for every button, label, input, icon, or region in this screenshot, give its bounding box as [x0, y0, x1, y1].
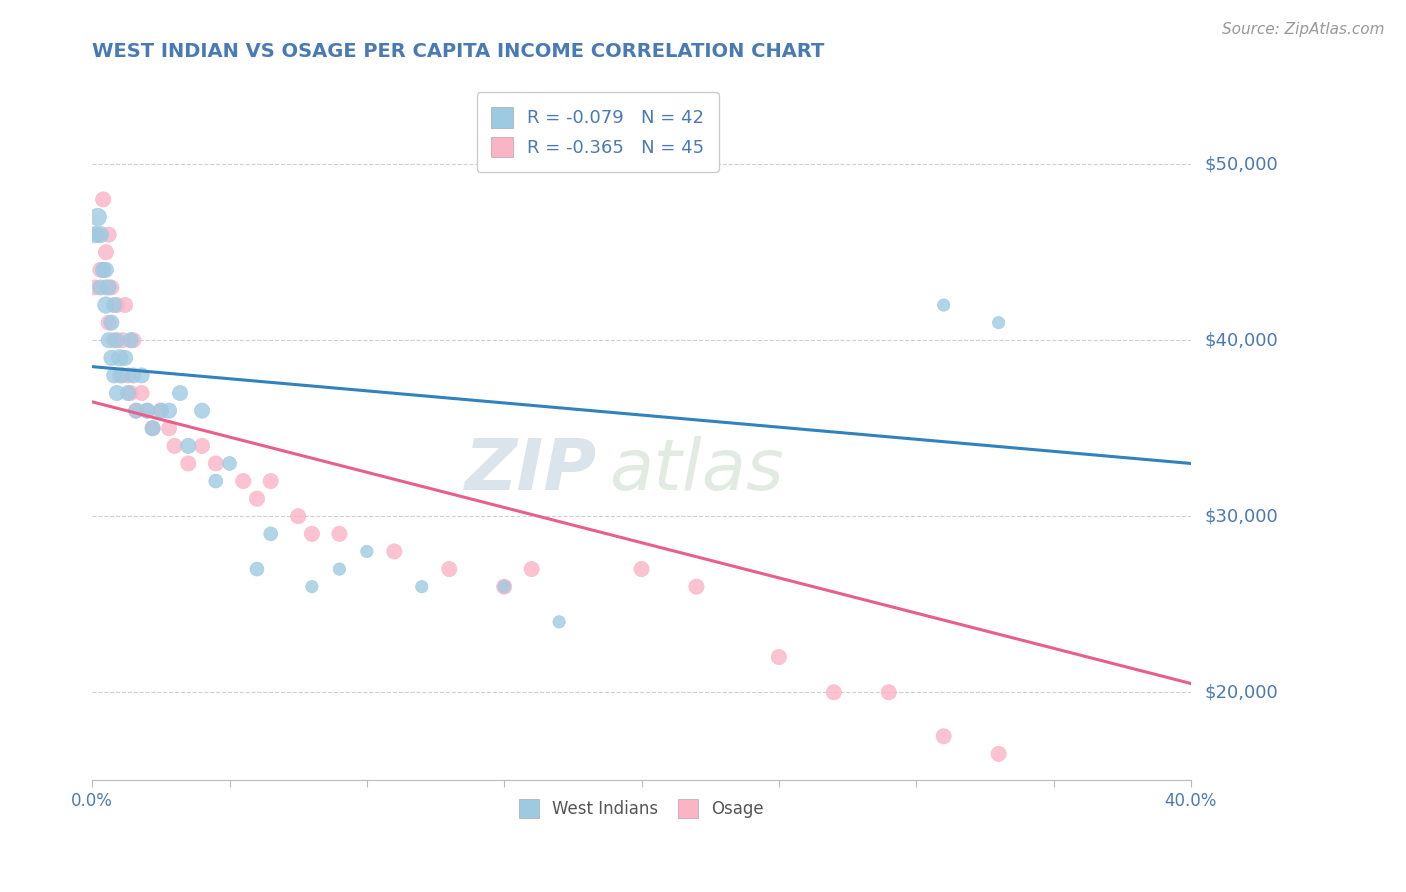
Text: ZIP: ZIP: [465, 436, 598, 505]
Point: [105, 333, 128, 347]
Point: [204, 474, 226, 488]
Point: [89, 263, 111, 277]
Point: [177, 457, 200, 471]
Point: [177, 439, 200, 453]
Point: [157, 403, 180, 417]
Point: [768, 650, 790, 665]
Point: [142, 421, 165, 435]
Point: [328, 562, 350, 576]
Point: [157, 421, 180, 435]
Point: [100, 280, 122, 294]
Point: [122, 368, 145, 383]
Point: [232, 474, 254, 488]
Point: [122, 333, 145, 347]
Point: [114, 298, 136, 312]
Point: [111, 368, 134, 383]
Text: $40,000: $40,000: [1205, 331, 1278, 350]
Text: $20,000: $20,000: [1205, 683, 1278, 701]
Point: [89, 227, 111, 242]
Point: [103, 333, 125, 347]
Point: [117, 386, 139, 401]
Point: [97, 280, 120, 294]
Point: [94, 298, 117, 312]
Point: [301, 580, 323, 594]
Point: [163, 439, 186, 453]
Point: [287, 509, 309, 524]
Point: [108, 351, 131, 365]
Text: $30,000: $30,000: [1205, 508, 1278, 525]
Point: [149, 403, 172, 417]
Point: [932, 298, 955, 312]
Point: [100, 351, 122, 365]
Point: [149, 403, 172, 417]
Text: WEST INDIAN VS OSAGE PER CAPITA INCOME CORRELATION CHART: WEST INDIAN VS OSAGE PER CAPITA INCOME C…: [93, 42, 824, 61]
Point: [494, 580, 516, 594]
Legend: West Indians, Osage: West Indians, Osage: [512, 792, 770, 825]
Point: [142, 421, 165, 435]
Point: [84, 227, 107, 242]
Point: [120, 386, 142, 401]
Point: [877, 685, 900, 699]
Point: [987, 747, 1010, 761]
Point: [103, 298, 125, 312]
Point: [108, 368, 131, 383]
Point: [191, 439, 214, 453]
Point: [114, 351, 136, 365]
Point: [520, 562, 543, 576]
Point: [494, 580, 516, 594]
Point: [932, 729, 955, 743]
Point: [218, 457, 240, 471]
Point: [987, 316, 1010, 330]
Point: [439, 562, 461, 576]
Point: [97, 333, 120, 347]
Point: [125, 403, 148, 417]
Point: [103, 368, 125, 383]
Point: [260, 527, 283, 541]
Point: [246, 562, 269, 576]
Point: [136, 403, 159, 417]
Point: [91, 263, 114, 277]
Point: [89, 280, 111, 294]
Point: [91, 263, 114, 277]
Point: [97, 227, 120, 242]
Point: [100, 316, 122, 330]
Point: [328, 527, 350, 541]
Point: [411, 580, 433, 594]
Point: [125, 403, 148, 417]
Point: [823, 685, 845, 699]
Point: [191, 403, 214, 417]
Point: [117, 368, 139, 383]
Point: [86, 227, 108, 242]
Text: Source: ZipAtlas.com: Source: ZipAtlas.com: [1222, 22, 1385, 37]
Point: [685, 580, 707, 594]
Point: [94, 280, 117, 294]
Point: [94, 263, 117, 277]
Point: [131, 386, 153, 401]
Point: [131, 368, 153, 383]
Point: [301, 527, 323, 541]
Point: [91, 193, 114, 207]
Point: [111, 333, 134, 347]
Point: [120, 333, 142, 347]
Point: [356, 544, 378, 558]
Point: [105, 386, 128, 401]
Point: [169, 386, 191, 401]
Point: [260, 474, 283, 488]
Text: atlas: atlas: [609, 436, 783, 505]
Point: [97, 316, 120, 330]
Point: [136, 403, 159, 417]
Point: [86, 210, 108, 224]
Point: [382, 544, 405, 558]
Point: [630, 562, 652, 576]
Point: [94, 245, 117, 260]
Point: [246, 491, 269, 506]
Text: $50,000: $50,000: [1205, 155, 1278, 173]
Point: [204, 457, 226, 471]
Point: [84, 280, 107, 294]
Point: [548, 615, 571, 629]
Point: [105, 298, 128, 312]
